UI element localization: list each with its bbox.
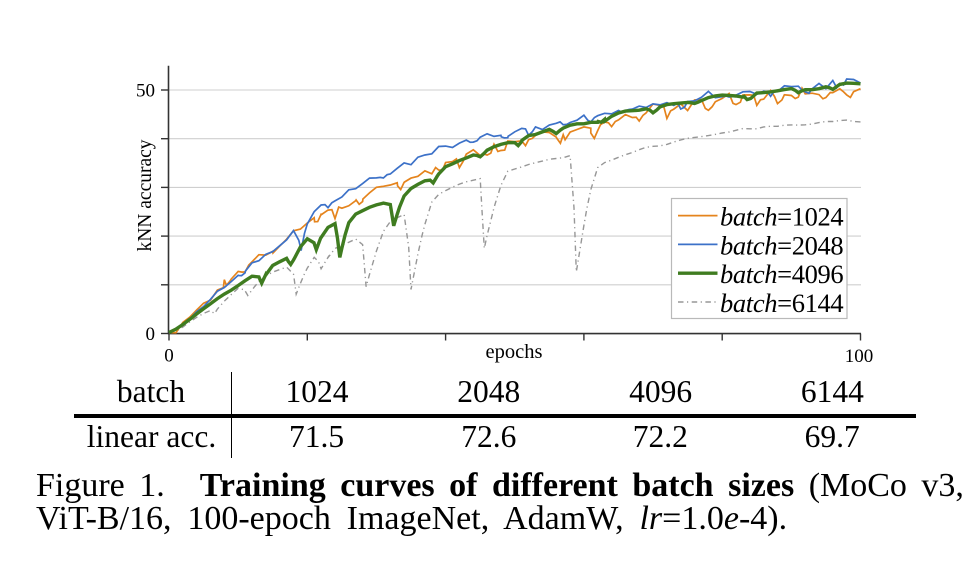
- svg-text:batch=6144: batch=6144: [720, 288, 843, 318]
- svg-text:0: 0: [164, 346, 174, 367]
- svg-text:kNN accuracy: kNN accuracy: [135, 139, 156, 251]
- svg-text:0: 0: [146, 324, 156, 345]
- svg-text:batch=2048: batch=2048: [720, 230, 843, 260]
- svg-text:50: 50: [136, 81, 155, 102]
- svg-text:epochs: epochs: [486, 341, 543, 363]
- svg-text:100: 100: [845, 346, 874, 367]
- svg-text:batch=1024: batch=1024: [720, 202, 843, 232]
- svg-text:batch=4096: batch=4096: [720, 259, 843, 289]
